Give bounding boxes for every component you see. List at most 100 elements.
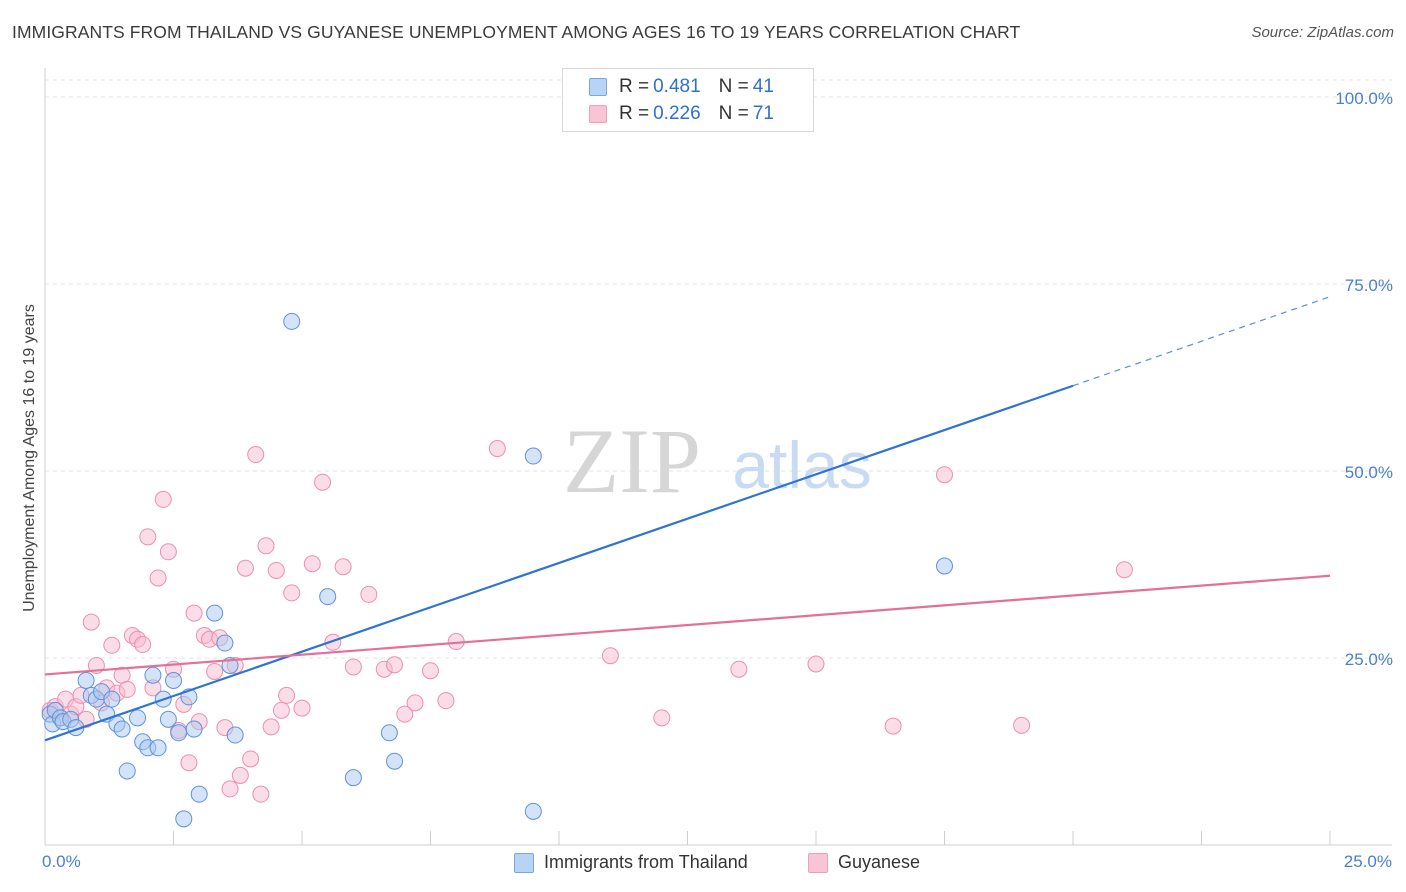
thailand-point — [103, 690, 121, 708]
thailand-point — [159, 710, 177, 728]
guyanese-point — [936, 466, 953, 484]
legend-r-label: R = — [619, 103, 650, 124]
bottom-legend-swatch-guyanese — [808, 852, 828, 873]
guyanese-point — [206, 662, 224, 680]
guyanese-point — [344, 658, 362, 676]
thailand-point — [190, 785, 208, 803]
guyanese-point — [653, 709, 671, 727]
guyanese-point — [134, 636, 152, 654]
correlation-legend: R = 0.481 N = 41 R = 0.226 N = 71 — [562, 68, 814, 132]
guyanese-point — [267, 561, 285, 579]
trend-lines — [44, 296, 1331, 742]
guyanese-point — [82, 613, 100, 631]
legend-r-value: 0.481 — [653, 76, 701, 97]
guyanese-point — [422, 662, 439, 680]
y-tick-label: 100.0% — [1335, 89, 1393, 108]
thailand-point — [226, 726, 244, 744]
thailand-points — [41, 312, 953, 828]
legend-swatch-thailand — [589, 78, 607, 96]
guyanese-point — [283, 584, 301, 602]
guyanese-point — [730, 660, 748, 678]
guyanese-point — [262, 718, 280, 736]
guyanese-point — [324, 633, 342, 651]
legend-n-label: N = — [718, 103, 749, 124]
guyanese-point — [884, 717, 902, 735]
guyanese-point — [252, 785, 270, 803]
guyanese-point — [1013, 716, 1031, 734]
y-tick-labels: 25.0% 50.0% 75.0% 100.0% — [1335, 89, 1393, 669]
axes — [44, 68, 1392, 846]
thailand-point — [216, 634, 234, 652]
source-label: Source: ZipAtlas.com — [1251, 24, 1394, 41]
thailand-point — [113, 720, 131, 738]
guyanese-point — [180, 754, 198, 772]
guyanese-point — [159, 543, 177, 561]
bottom-legend-label-guyanese: Guyanese — [838, 852, 921, 872]
legend-swatch-guyanese — [589, 105, 607, 123]
legend-row-guyanese: R = 0.226 N = 71 — [589, 102, 774, 126]
bottom-legend-guyanese: Guyanese — [808, 852, 920, 873]
guyanese-point — [221, 780, 239, 798]
legend-row-thailand: R = 0.481 N = 41 — [589, 75, 774, 99]
thailand-point — [129, 709, 147, 727]
guyanese-point — [488, 440, 506, 458]
thailand-point — [175, 810, 193, 828]
thailand-point — [118, 762, 136, 780]
guyanese-point — [257, 537, 275, 555]
legend-r-value: 0.226 — [653, 103, 701, 124]
thailand-point — [524, 447, 542, 465]
guyanese-point — [437, 692, 455, 710]
thailand-point — [77, 671, 95, 689]
thailand-point — [936, 557, 953, 575]
thailand-point — [386, 752, 404, 770]
legend-n-label: N = — [718, 76, 749, 97]
guyanese-point — [1115, 561, 1133, 579]
watermark-atlas: atlas — [732, 428, 871, 502]
guyanese-point — [242, 750, 260, 768]
guyanese-point — [247, 446, 265, 464]
thailand-point — [344, 769, 362, 787]
guyanese-point — [149, 569, 167, 587]
guyanese-point — [293, 699, 311, 717]
guyanese-point — [236, 559, 254, 577]
guyanese-point — [314, 473, 332, 491]
guyanese-point — [807, 655, 825, 673]
guyanese-point — [303, 555, 321, 573]
thailand-point — [524, 802, 542, 820]
guyanese-point — [154, 490, 172, 508]
y-tick-label: 75.0% — [1345, 276, 1393, 295]
guyanese-point — [278, 686, 296, 704]
thailand-point — [170, 724, 188, 742]
guyanese-point — [118, 680, 136, 698]
thailand-point — [149, 739, 167, 757]
guyanese-point — [360, 585, 378, 603]
bottom-legend-swatch-thailand — [514, 852, 534, 873]
bottom-legend-label-thailand: Immigrants from Thailand — [544, 852, 748, 872]
thailand-point — [380, 724, 398, 742]
thailand-point — [165, 671, 182, 689]
guyanese-trend-line — [44, 574, 1331, 676]
thailand-point — [283, 312, 301, 330]
guyanese-point — [386, 656, 404, 674]
legend-r-label: R = — [619, 76, 650, 97]
guyanese-point — [272, 701, 290, 719]
guyanese-point — [601, 647, 619, 665]
guyanese-point — [231, 766, 249, 784]
thailand-point — [185, 720, 203, 738]
y-tick-label: 25.0% — [1345, 650, 1393, 669]
bottom-legend-thailand: Immigrants from Thailand — [514, 852, 748, 873]
guyanese-point — [334, 558, 352, 576]
thailand-point — [319, 588, 337, 606]
thailand-point — [206, 604, 224, 622]
thailand-point — [144, 666, 162, 684]
thailand-trend-line — [44, 384, 1074, 742]
x-tick-label-min: 0.0% — [42, 852, 81, 871]
x-tick-label-max: 25.0% — [1343, 852, 1392, 871]
guyanese-point — [396, 705, 414, 723]
chart-title: IMMIGRANTS FROM THAILAND VS GUYANESE UNE… — [12, 22, 1021, 42]
thailand-trend-extension — [1072, 296, 1331, 387]
guyanese-point — [406, 694, 424, 712]
legend-n-value: 71 — [752, 103, 774, 124]
guyanese-point — [185, 604, 203, 622]
